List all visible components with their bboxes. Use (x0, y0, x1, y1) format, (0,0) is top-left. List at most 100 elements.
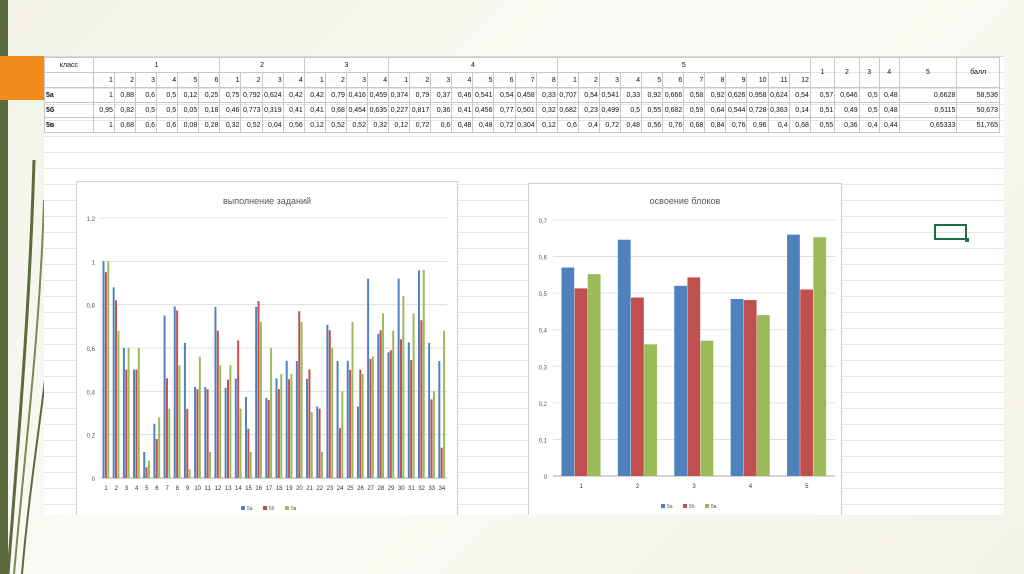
table-cell: 0,456 (472, 102, 495, 118)
bar-5в-11 (209, 452, 212, 478)
table-cell: 0,52 (345, 117, 368, 133)
table-cell: 0,42 (282, 87, 305, 103)
table-cell: 0,635 (366, 102, 390, 118)
chart-block-mastery[interactable]: освоение блоков 0 0,1 0,2 0,3 0,4 0,5 0,6 0,7 1 2… (528, 183, 842, 515)
table-cell: 0,707 (556, 87, 579, 103)
tail-header-3: 3 (858, 57, 880, 88)
table-cell: 0,624 (767, 87, 790, 103)
task-number-header: 3 (430, 72, 453, 88)
x-tick-label: 27 (367, 486, 374, 492)
table-cell: 0,36 (430, 102, 453, 118)
table-cell: 1 (92, 87, 115, 103)
tail-header-4: 4 (878, 57, 900, 88)
selected-cell[interactable] (934, 224, 969, 242)
legend-swatch (705, 504, 709, 508)
table-cell: 0,728 (746, 102, 769, 118)
bar-5в-21 (310, 412, 313, 478)
table-cell: 0,624 (261, 87, 284, 103)
bar-5в-2 (117, 330, 120, 478)
table-cell: 0,6 (156, 117, 179, 133)
table-cell: 0,68 (324, 102, 347, 118)
table-cell: 0,5 (156, 87, 179, 103)
legend-label: 5б (689, 504, 695, 510)
table-cell: 0,54 (788, 87, 811, 103)
y-tick-label: 0,2 (87, 434, 96, 440)
chart-task-completion[interactable]: выполнение заданий 0 0,2 0,4 0,6 0,8 1 1,2 1 2 3 4… (76, 181, 458, 515)
table-cell: 0,76 (725, 117, 748, 133)
bar-5б-15 (247, 428, 250, 478)
table-cell: 0,374 (388, 87, 411, 103)
table-cell: 0,75 (219, 87, 242, 103)
table-cell: 0,32 (366, 117, 390, 133)
bar-5в-2 (644, 344, 657, 476)
bar-5в-18 (280, 374, 283, 478)
bar-5а-4 (730, 298, 744, 476)
bar-5а-21 (306, 378, 309, 478)
bar-5а-6 (153, 423, 156, 478)
task-number-header: 3 (598, 72, 622, 88)
table-cell: 0,4 (577, 117, 600, 133)
header-row-blocks: класс 1 2 3 4 5 1 2 3 4 5 балл (44, 57, 1000, 88)
class-header: класс (44, 57, 94, 73)
x-tick-label: 5 (805, 484, 809, 490)
bar-5в-34 (443, 330, 446, 478)
table-cell: 0,33 (535, 87, 558, 103)
legend-label: 5в (711, 504, 717, 510)
bar-5б-17 (267, 400, 270, 478)
bar-5а-33 (428, 342, 431, 478)
table-cell: 0,5 (619, 102, 643, 118)
x-tick-label: 34 (439, 486, 446, 492)
legend-label: 5а (247, 506, 253, 512)
table-cell: 0,54 (577, 87, 600, 103)
table-cell: 0,79 (409, 87, 432, 103)
bar-5в-5 (813, 237, 827, 476)
bar-5б-1 (104, 272, 107, 478)
bar-5а-27 (367, 278, 370, 478)
bar-5а-10 (194, 387, 197, 478)
bar-5в-28 (382, 313, 385, 478)
table-row-5a: 5а 1 0,88 0,6 0,5 0,12 0,25 0,75 0,792 0,624 0,42… (44, 87, 1000, 103)
x-tick-label: 2 (636, 484, 640, 490)
table-cell: 0,68 (113, 117, 136, 133)
table-cell: 0,72 (598, 117, 622, 133)
bar-5в-20 (300, 322, 303, 478)
bar-5а-7 (163, 315, 166, 478)
table-cell: 0,82 (113, 102, 136, 118)
x-tick-label: 13 (225, 486, 232, 492)
x-tick-label: 6 (155, 486, 159, 492)
bar-5б-2 (115, 300, 118, 478)
bar-5в-25 (351, 322, 354, 478)
x-tick-label: 32 (418, 486, 425, 492)
task-number-header: 4 (156, 72, 179, 88)
bar-5в-16 (259, 322, 262, 478)
table-cell: 0,56 (641, 117, 664, 133)
task-number-header: 3 (134, 72, 158, 88)
bar-5в-13 (229, 365, 232, 478)
table-cell: 0,08 (177, 117, 200, 133)
table-cell: 0,48 (472, 117, 495, 133)
bar-5б-14 (237, 340, 240, 478)
table-cell: 0,958 (746, 87, 769, 103)
bar-5в-26 (361, 374, 364, 478)
table-cell: 0,626 (725, 87, 748, 103)
legend-label: 5б (269, 506, 275, 512)
task-number-header: 5 (641, 72, 664, 88)
bar-5в-9 (188, 469, 191, 478)
bar-5в-17 (270, 348, 273, 478)
empty-cell (44, 72, 94, 88)
table-cell: 0,544 (725, 102, 748, 118)
x-tick-label: 30 (398, 486, 405, 492)
table-cell: 0,95 (92, 102, 115, 118)
table-cell: 0,68 (788, 117, 811, 133)
table-cell: 0,6628 (898, 87, 958, 103)
x-tick-label: 4 (135, 486, 139, 492)
x-tick-label: 20 (296, 486, 303, 492)
table-cell: 0,58 (683, 87, 706, 103)
bar-5б-25 (349, 369, 352, 478)
bar-5в-10 (198, 356, 201, 478)
task-number-header: 2 (324, 72, 347, 88)
task-number-header: 1 (556, 72, 579, 88)
block-header-4: 4 (388, 57, 558, 73)
x-tick-label: 22 (316, 486, 323, 492)
